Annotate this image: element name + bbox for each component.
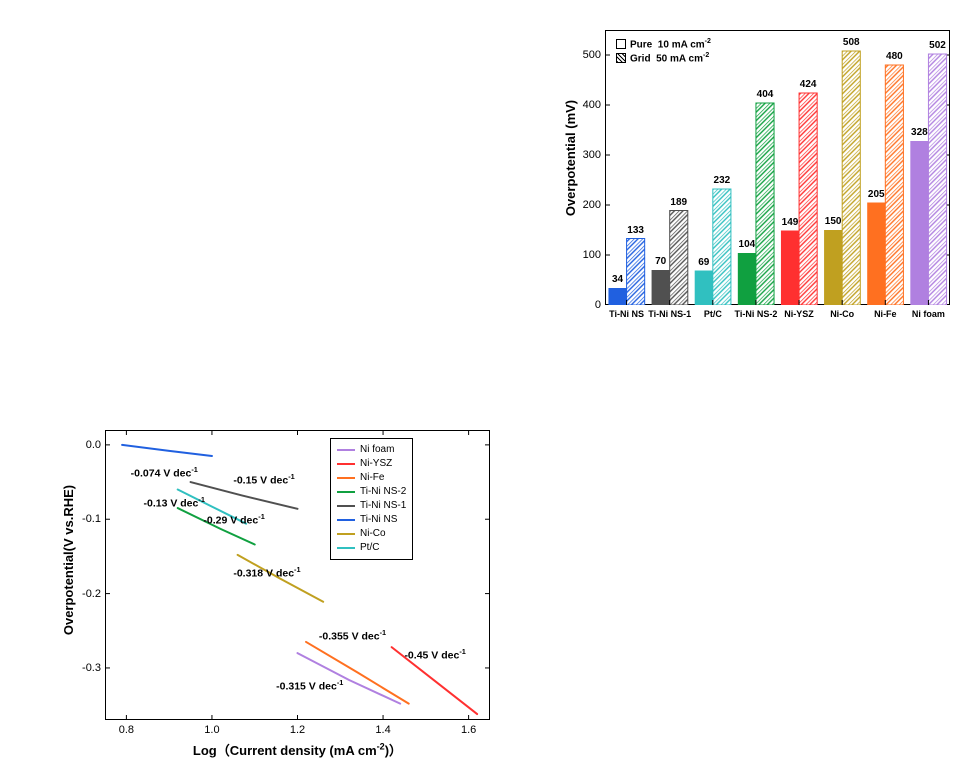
- chart-b-ylabel: Overpotential (mV): [563, 83, 578, 233]
- bar-category: Ni foam: [912, 309, 945, 319]
- legend-item: Ti-Ni NS-1: [337, 499, 406, 513]
- tafel-annotation: -0.45 V dec-1: [404, 647, 465, 662]
- legend-label: Ti-Ni NS-2: [360, 485, 406, 499]
- legend-swatch: [616, 39, 626, 49]
- bar-hatched: [842, 51, 860, 305]
- bar-solid: [608, 288, 626, 305]
- chart-c-ylabel: Overpotential(V vs.RHE): [61, 460, 76, 660]
- chart-b-svg: [605, 30, 950, 305]
- chart-c-ytick: 0.0: [73, 439, 101, 451]
- legend-label: Pure 10 mA cm-2: [630, 38, 711, 50]
- legend-row: Pure 10 mA cm-2: [616, 38, 711, 50]
- chart-b-ytick: 500: [575, 49, 601, 61]
- tafel-annotation: -0.315 V dec-1: [276, 678, 343, 693]
- chart-b-ytick: 300: [575, 149, 601, 161]
- bar-solid: [867, 203, 885, 306]
- bar-category: Ti-Ni NS-1: [648, 309, 691, 319]
- tafel-annotation: -0.355 V dec-1: [319, 628, 386, 643]
- legend-label: Pt/C: [360, 541, 379, 555]
- chart-c-xtick: 1.6: [461, 724, 476, 736]
- bar-solid: [910, 141, 928, 305]
- bar-category: Ni-YSZ: [784, 309, 814, 319]
- legend-swatch: [616, 53, 626, 63]
- legend-label: Ti-Ni NS: [360, 513, 397, 527]
- legend-label: Ni-Co: [360, 527, 386, 541]
- legend-swatch: [337, 463, 355, 465]
- tafel-annotation: -0.15 V dec-1: [233, 472, 294, 487]
- legend-item: Ni-Fe: [337, 471, 406, 485]
- legend-label: Ni foam: [360, 443, 394, 457]
- bar-category: Pt/C: [704, 309, 722, 319]
- legend-swatch: [337, 505, 355, 507]
- bar-solid: [652, 270, 670, 305]
- chart-c-xlabel: Log（Current density (mA cm-2)）: [105, 740, 490, 759]
- legend-item: Ni foam: [337, 443, 406, 457]
- legend-item: Ni-YSZ: [337, 457, 406, 471]
- bar-solid: [781, 231, 799, 306]
- chart-c-xtick: 1.2: [290, 724, 305, 736]
- tafel-annotation: -0.074 V dec-1: [131, 465, 198, 480]
- legend-row: Grid 50 mA cm-2: [616, 52, 711, 64]
- chart-c-legend: Ni foamNi-YSZNi-FeTi-Ni NS-2Ti-Ni NS-1Ti…: [330, 438, 413, 560]
- chart-b-ytick: 400: [575, 99, 601, 111]
- legend-swatch: [337, 533, 355, 535]
- bar-category: Ti-Ni NS: [609, 309, 644, 319]
- tafel-annotation: -0.318 V dec-1: [233, 565, 300, 580]
- chart-c-ytick: -0.2: [73, 588, 101, 600]
- series-Ni-Fe: [306, 642, 409, 704]
- bar-solid: [824, 230, 842, 305]
- tafel-annotation: -0.13 V dec-1: [144, 495, 205, 510]
- legend-swatch: [337, 491, 355, 493]
- series-Ti-Ni NS: [122, 445, 212, 456]
- bar-solid: [738, 253, 756, 305]
- chart-c-ytick: -0.3: [73, 662, 101, 674]
- legend-item: Ti-Ni NS: [337, 513, 406, 527]
- bar-hatched: [713, 189, 731, 305]
- legend-item: Ti-Ni NS-2: [337, 485, 406, 499]
- chart-b-ytick: 100: [575, 249, 601, 261]
- legend-item: Ni-Co: [337, 527, 406, 541]
- chart-c: 0.8 1.0 1.2 1.4 1.6 0.0 -0.1 -0.2 -0.3 -0.074 V d…: [0, 0, 520, 770]
- legend-swatch: [337, 519, 355, 521]
- bar-category: Ni-Fe: [874, 309, 897, 319]
- bar-hatched: [885, 65, 903, 305]
- bar-category: Ni-Co: [830, 309, 854, 319]
- chart-b-ytick: 200: [575, 199, 601, 211]
- legend-label: Grid 50 mA cm-2: [630, 52, 709, 64]
- chart-c-xtick: 1.0: [204, 724, 219, 736]
- chart-b-ytick: 0: [575, 299, 601, 311]
- bar-category: Ti-Ni NS-2: [735, 309, 778, 319]
- chart-c-xtick: 1.4: [375, 724, 390, 736]
- legend-label: Ni-YSZ: [360, 457, 392, 471]
- legend-swatch: [337, 449, 355, 451]
- bar-hatched: [756, 103, 774, 305]
- bar-hatched: [627, 239, 645, 306]
- bar-hatched: [670, 211, 688, 306]
- chart-b-legend: Pure 10 mA cm-2 Grid 50 mA cm-2: [616, 38, 711, 67]
- legend-swatch: [337, 477, 355, 479]
- legend-label: Ti-Ni NS-1: [360, 499, 406, 513]
- bar-solid: [695, 271, 713, 306]
- legend-swatch: [337, 547, 355, 549]
- bar-hatched: [928, 54, 946, 305]
- legend-item: Pt/C: [337, 541, 406, 555]
- legend-label: Ni-Fe: [360, 471, 384, 485]
- chart-c-ytick: -0.1: [73, 513, 101, 525]
- bar-hatched: [799, 93, 817, 305]
- chart-c-xtick: 0.8: [119, 724, 134, 736]
- tafel-annotation: -0.29 V dec-1: [203, 512, 264, 527]
